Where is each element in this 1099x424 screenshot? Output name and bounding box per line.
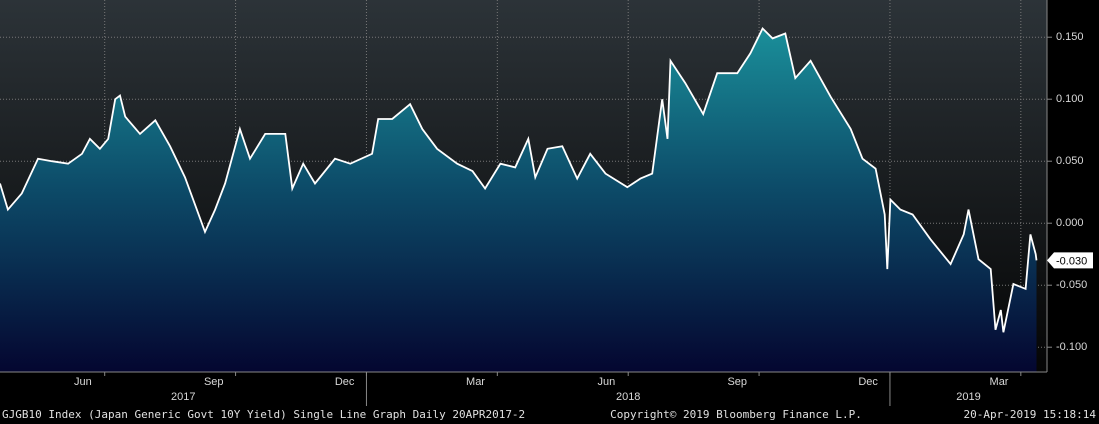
x-tick-label: Jun — [598, 376, 616, 388]
footer-left: GJGB10 Index (Japan Generic Govt 10Y Yie… — [2, 408, 525, 421]
y-tick-label: -0.050 — [1056, 279, 1087, 291]
footer-center: Copyright© 2019 Bloomberg Finance L.P. — [610, 408, 862, 421]
y-tick-label: 0.150 — [1056, 31, 1084, 43]
area-fill — [0, 28, 1037, 372]
line — [0, 26, 1038, 333]
y-tick-label: 0.100 — [1056, 93, 1084, 105]
x-tick-label: Sep — [727, 376, 747, 388]
y-tick-label: 0.050 — [1056, 155, 1084, 167]
year-label: 2019 — [956, 391, 980, 403]
year-label: 2018 — [616, 391, 640, 403]
x-tick-label: Sep — [204, 376, 224, 388]
x-tick-label: Dec — [335, 376, 355, 388]
y-tick-label: -0.100 — [1056, 341, 1087, 353]
year-label: 2017 — [171, 391, 195, 403]
x-tick-label: Mar — [990, 376, 1009, 388]
x-tick-label: Dec — [858, 376, 878, 388]
x-tick-label: Mar — [466, 376, 485, 388]
x-tick-label: Jun — [74, 376, 92, 388]
current-value-label: -0.030 — [1056, 255, 1087, 267]
y-tick-label: 0.000 — [1056, 217, 1084, 229]
footer-right: 20-Apr-2019 15:18:14 — [964, 408, 1097, 421]
current-value-tag — [1047, 252, 1093, 269]
